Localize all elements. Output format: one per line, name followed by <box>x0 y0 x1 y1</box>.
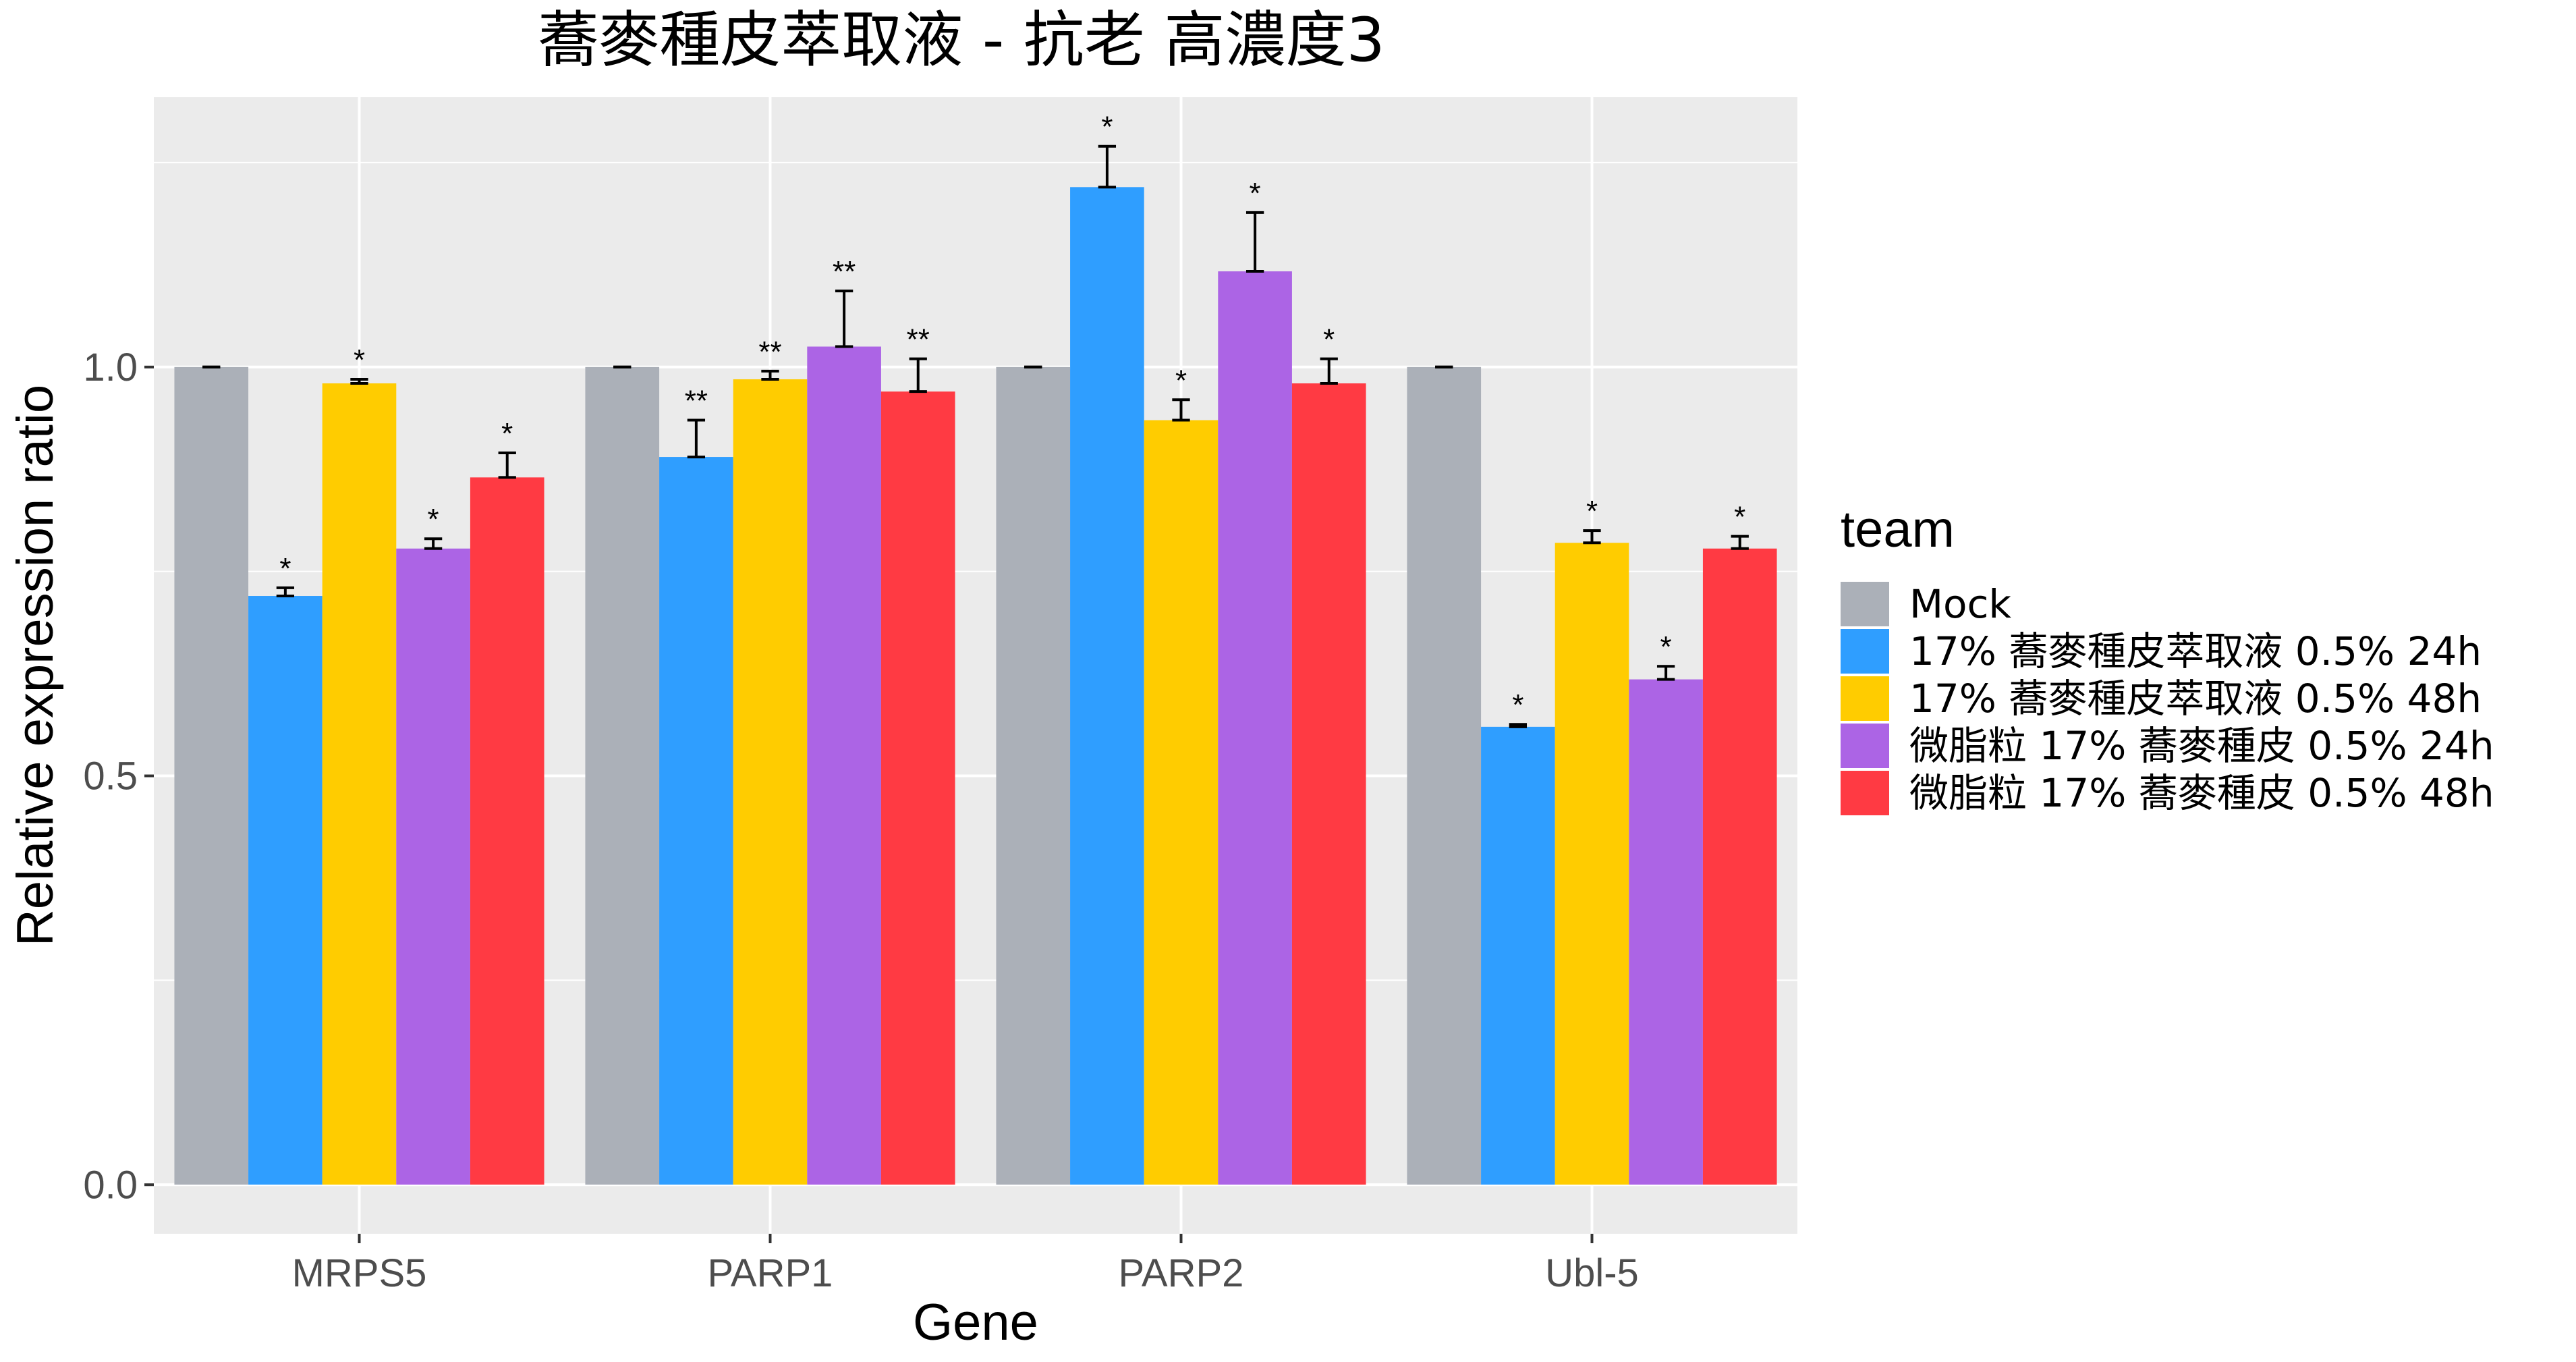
error-bar <box>1245 211 1264 273</box>
legend-item: 微脂粒 17% 蕎麥種皮 0.5% 24h <box>1841 723 2494 769</box>
legend-key <box>1841 582 1889 626</box>
error-bar <box>276 586 295 598</box>
chart-title: 蕎麥種皮萃取液 - 抗老 高濃度3 <box>538 5 1385 76</box>
significance-label: * <box>1175 364 1187 397</box>
bar <box>1291 383 1366 1185</box>
bar <box>1481 726 1555 1185</box>
error-bar <box>424 537 443 550</box>
significance-label: ** <box>685 385 708 418</box>
significance-label: * <box>428 503 439 536</box>
x-tick-label: PARP2 <box>1119 1251 1244 1295</box>
error-bar <box>1583 529 1601 545</box>
legend-item: Mock <box>1841 581 2011 627</box>
legend-label: 17% 蕎麥種皮萃取液 0.5% 48h <box>1909 676 2482 721</box>
y-axis-title: Relative expression ratio <box>7 385 64 946</box>
legend-key <box>1841 724 1889 768</box>
error-bar <box>687 418 706 459</box>
legend-item: 17% 蕎麥種皮萃取液 0.5% 48h <box>1841 676 2482 721</box>
legend-title: team <box>1841 501 1955 558</box>
bar <box>659 457 733 1185</box>
bar <box>880 391 955 1185</box>
error-bar <box>1320 357 1338 385</box>
x-tick-label: MRPS5 <box>292 1251 427 1295</box>
significance-label: * <box>1660 630 1672 663</box>
significance-label: * <box>1101 111 1113 144</box>
bar <box>1407 366 1482 1185</box>
bar <box>1070 187 1144 1185</box>
significance-label: * <box>501 417 513 450</box>
significance-label: * <box>1512 688 1523 721</box>
bar <box>1144 420 1219 1185</box>
legend-label: 微脂粒 17% 蕎麥種皮 0.5% 24h <box>1909 723 2494 769</box>
error-bar <box>909 357 927 393</box>
significance-label: ** <box>907 323 930 356</box>
x-tick-label: Ubl-5 <box>1545 1251 1639 1295</box>
bar <box>1218 271 1292 1185</box>
legend-label: 17% 蕎麥種皮萃取液 0.5% 24h <box>1909 628 2482 674</box>
y-tick-label: 0.5 <box>83 755 138 798</box>
error-bar <box>1656 665 1675 681</box>
bar <box>174 366 249 1185</box>
error-bar <box>1172 398 1190 422</box>
x-tick-label: PARP1 <box>708 1251 833 1295</box>
bar <box>1702 548 1777 1185</box>
bar <box>1555 543 1629 1185</box>
significance-label: * <box>1734 501 1745 534</box>
legend-key <box>1841 676 1889 721</box>
error-bar <box>498 452 516 479</box>
significance-label: * <box>1250 177 1261 210</box>
y-axis-ticks: 0.0 0.5 1.0 <box>83 346 154 1207</box>
error-bar <box>1509 723 1528 728</box>
bar <box>996 366 1071 1185</box>
error-bar <box>1098 144 1117 189</box>
bar <box>807 346 881 1185</box>
y-tick-label: 0.0 <box>83 1163 138 1207</box>
error-bar <box>761 369 779 381</box>
significance-labels: ******************** <box>279 111 1745 722</box>
bar <box>1629 679 1703 1185</box>
bar <box>585 366 660 1185</box>
bar <box>322 383 397 1185</box>
error-bar <box>835 290 853 348</box>
significance-label: ** <box>833 255 856 288</box>
x-axis-title: Gene <box>913 1294 1038 1351</box>
y-tick-label: 1.0 <box>83 346 138 389</box>
legend-item: 微脂粒 17% 蕎麥種皮 0.5% 48h <box>1841 770 2494 816</box>
legend-key <box>1841 629 1889 674</box>
legend-key <box>1841 771 1889 815</box>
bar <box>470 477 544 1185</box>
significance-label: * <box>1586 495 1598 528</box>
legend-item: 17% 蕎麥種皮萃取液 0.5% 24h <box>1841 628 2482 674</box>
bar <box>733 379 808 1185</box>
error-bars <box>202 144 1749 728</box>
legend-label: Mock <box>1909 581 2011 627</box>
x-axis-ticks: MRPS5 PARP1 PARP2 Ubl-5 <box>292 1234 1639 1295</box>
significance-label: * <box>354 344 365 377</box>
bars <box>174 187 1777 1185</box>
bar <box>396 548 470 1185</box>
legend-label: 微脂粒 17% 蕎麥種皮 0.5% 48h <box>1909 770 2494 816</box>
significance-label: ** <box>758 335 781 369</box>
significance-label: * <box>279 552 291 585</box>
significance-label: * <box>1323 323 1335 356</box>
error-bar <box>1731 535 1749 550</box>
bar <box>248 596 323 1185</box>
error-bar <box>350 377 368 385</box>
